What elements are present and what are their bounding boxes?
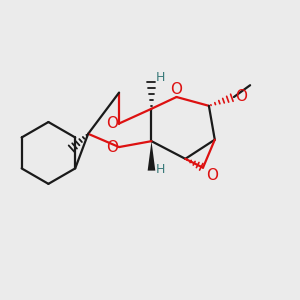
Text: H: H — [156, 163, 165, 176]
Text: O: O — [106, 140, 118, 154]
Text: O: O — [206, 167, 218, 182]
Polygon shape — [148, 141, 155, 171]
Text: O: O — [170, 82, 182, 97]
Text: O: O — [235, 89, 247, 104]
Text: H: H — [156, 71, 165, 84]
Text: O: O — [106, 116, 118, 131]
